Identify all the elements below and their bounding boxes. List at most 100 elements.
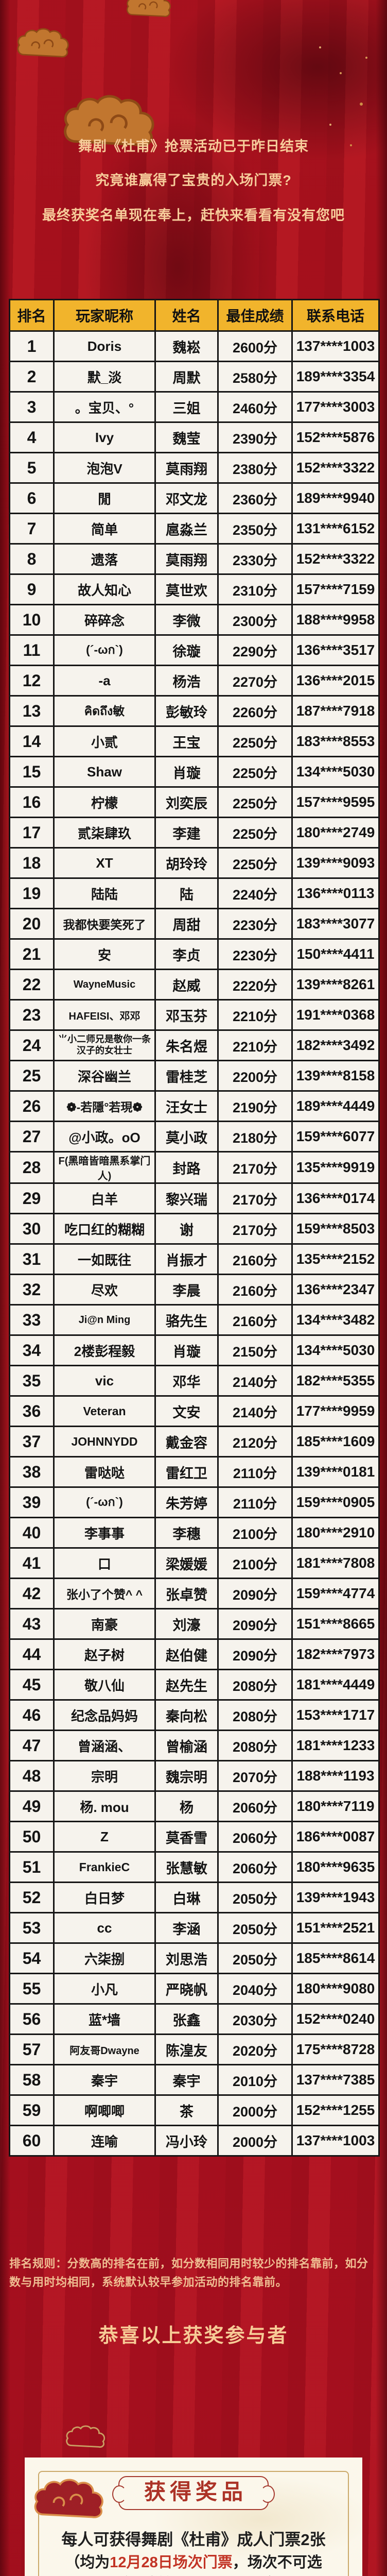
- cloud-icon: [32, 2477, 109, 2522]
- rank-cell: 2: [9, 361, 55, 393]
- table-row: 23 HAFEISI、邓邓 邓玉芬 2210分 191****0368: [9, 999, 380, 1031]
- name-cell: 杨: [154, 1790, 219, 1822]
- rank-cell: 50: [9, 1821, 55, 1853]
- rank-cell: 58: [9, 2064, 55, 2096]
- phone-cell: 152****1255: [291, 2094, 380, 2126]
- nickname-cell: 默_淡: [53, 361, 156, 393]
- rank-cell: 53: [9, 1912, 55, 1944]
- name-cell: 白琳: [154, 1882, 219, 1913]
- table-row: 34 2楼彭程毅 肖璇 2150分 134****5030: [9, 1334, 380, 1366]
- table-row: 17 贰柒肆玖 李建 2250分 180****2749: [9, 817, 380, 849]
- score-cell: 2140分: [217, 1395, 293, 1427]
- rank-cell: 1: [9, 330, 55, 362]
- name-cell: 李贞: [154, 938, 219, 970]
- score-cell: 2050分: [217, 1882, 293, 1913]
- score-cell: 2260分: [217, 695, 293, 727]
- table-row: 25 深谷幽兰 雷桂芝 2200分 139****8158: [9, 1060, 380, 1092]
- table-row: 5 泡泡V 莫雨翔 2380分 152****3322: [9, 452, 380, 484]
- rank-cell: 49: [9, 1790, 55, 1822]
- score-cell: 2150分: [217, 1334, 293, 1366]
- phone-cell: 151****2521: [291, 1912, 380, 1944]
- score-cell: 2170分: [217, 1151, 293, 1184]
- nickname-cell: 啊唧唧: [53, 2094, 156, 2126]
- nickname-cell: JOHNNYDD: [53, 1426, 156, 1458]
- rank-cell: 12: [9, 665, 55, 697]
- phone-cell: 182****5355: [291, 1365, 380, 1397]
- rank-cell: 6: [9, 482, 55, 514]
- table-row: 57 阿友哥Dwayne 陈湟友 2020分 175****8728: [9, 2033, 380, 2065]
- nickname-cell: 口: [53, 1547, 156, 1579]
- score-cell: 2210分: [217, 999, 293, 1031]
- score-cell: 2360分: [217, 482, 293, 514]
- score-cell: 2250分: [217, 847, 293, 879]
- rank-cell: 9: [9, 573, 55, 605]
- nickname-cell: 白羊: [53, 1182, 156, 1214]
- nickname-cell: 小凡: [53, 1973, 156, 2005]
- name-cell: 茶: [154, 2094, 219, 2126]
- nickname-cell: Veteran: [53, 1395, 156, 1427]
- nickname-cell: 遗落: [53, 543, 156, 575]
- score-cell: 2100分: [217, 1517, 293, 1549]
- table-row: 38 雷哒哒 雷红卫 2110分 139****0181: [9, 1456, 380, 1488]
- rank-cell: 28: [9, 1151, 55, 1184]
- name-cell: 李微: [154, 604, 219, 636]
- phone-cell: 153****1717: [291, 1699, 380, 1731]
- name-cell: 邓文龙: [154, 482, 219, 514]
- name-cell: 曾榆涵: [154, 1730, 219, 1761]
- name-cell: 邓玉芬: [154, 999, 219, 1031]
- rank-cell: 14: [9, 725, 55, 757]
- rank-cell: 57: [9, 2033, 55, 2065]
- table-row: 27 @小政。oO 莫小政 2180分 159****6077: [9, 1121, 380, 1153]
- name-cell: 秦宇: [154, 2064, 219, 2096]
- rank-cell: 33: [9, 1304, 55, 1336]
- score-cell: 2090分: [217, 1608, 293, 1640]
- score-cell: 2110分: [217, 1456, 293, 1488]
- table-row: 13 คิดถึง敏 彭敏玲 2260分 187****7918: [9, 695, 380, 727]
- score-cell: 2080分: [217, 1669, 293, 1701]
- nickname-cell: Ivy: [53, 421, 156, 453]
- score-cell: 2060分: [217, 1790, 293, 1822]
- nickname-cell: Doris: [53, 330, 156, 362]
- rank-cell: 44: [9, 1638, 55, 1670]
- phone-cell: 137****1003: [291, 330, 380, 362]
- phone-cell: 189****4449: [291, 1090, 380, 1122]
- score-cell: 2250分: [217, 725, 293, 757]
- name-cell: 赵先生: [154, 1669, 219, 1701]
- phone-cell: 157****9595: [291, 786, 380, 818]
- score-cell: 2140分: [217, 1365, 293, 1397]
- nickname-cell: 秦宇: [53, 2064, 156, 2096]
- table-row: 52 白日梦 白琳 2050分 139****1943: [9, 1882, 380, 1913]
- score-cell: 2050分: [217, 1912, 293, 1944]
- phone-cell: 185****1609: [291, 1426, 380, 1458]
- cloud-icon: [61, 93, 162, 151]
- table-row: 8 遗落 莫雨翔 2330分 152****3322: [9, 543, 380, 575]
- table-row: 56 蓝*墙 张鑫 2030分 152****0240: [9, 2003, 380, 2035]
- rank-cell: 16: [9, 786, 55, 818]
- rank-cell: 42: [9, 1578, 55, 1609]
- table-row: 21 安李贞 2230分 150****4411: [9, 938, 380, 970]
- table-row: 59 啊唧唧茶 2000分 152****1255: [9, 2094, 380, 2126]
- phone-cell: 152****3322: [291, 543, 380, 575]
- name-cell: 刘濠: [154, 1608, 219, 1640]
- table-row: 43 南豪 刘濠 2090分 151****8665: [9, 1608, 380, 1640]
- score-cell: 2240分: [217, 877, 293, 909]
- phone-cell: 159****4774: [291, 1578, 380, 1609]
- intro-line-2: 究竟谁赢得了宝贵的入场门票?: [95, 173, 292, 188]
- nickname-cell: 曾涵涵、: [53, 1730, 156, 1761]
- phone-cell: 181****1233: [291, 1730, 380, 1761]
- table-row: 14 小贰 王宝 2250分 183****8553: [9, 725, 380, 757]
- name-cell: 刘思浩: [154, 1942, 219, 1974]
- rank-cell: 30: [9, 1213, 55, 1245]
- nickname-cell: 连喻: [53, 2125, 156, 2157]
- nickname-cell: Ji@n Ming: [53, 1304, 156, 1336]
- nickname-cell: 閒: [53, 482, 156, 514]
- sparkles: [319, 46, 321, 48]
- name-cell: 朱名煜: [154, 1029, 219, 1061]
- table-row: 22 WayneMusic 赵威 2220分 139****8261: [9, 969, 380, 1001]
- prize-line-children: 儿童同样使用成人票入场）: [25, 2572, 362, 2576]
- intro-line-3: 最终获奖名单现在奉上，赶快来看看有没有您吧: [42, 208, 345, 223]
- phone-cell: 180****9635: [291, 1851, 380, 1883]
- nickname-cell: 尽欢: [53, 1274, 156, 1306]
- nickname-cell: 南豪: [53, 1608, 156, 1640]
- rank-cell: 56: [9, 2003, 55, 2035]
